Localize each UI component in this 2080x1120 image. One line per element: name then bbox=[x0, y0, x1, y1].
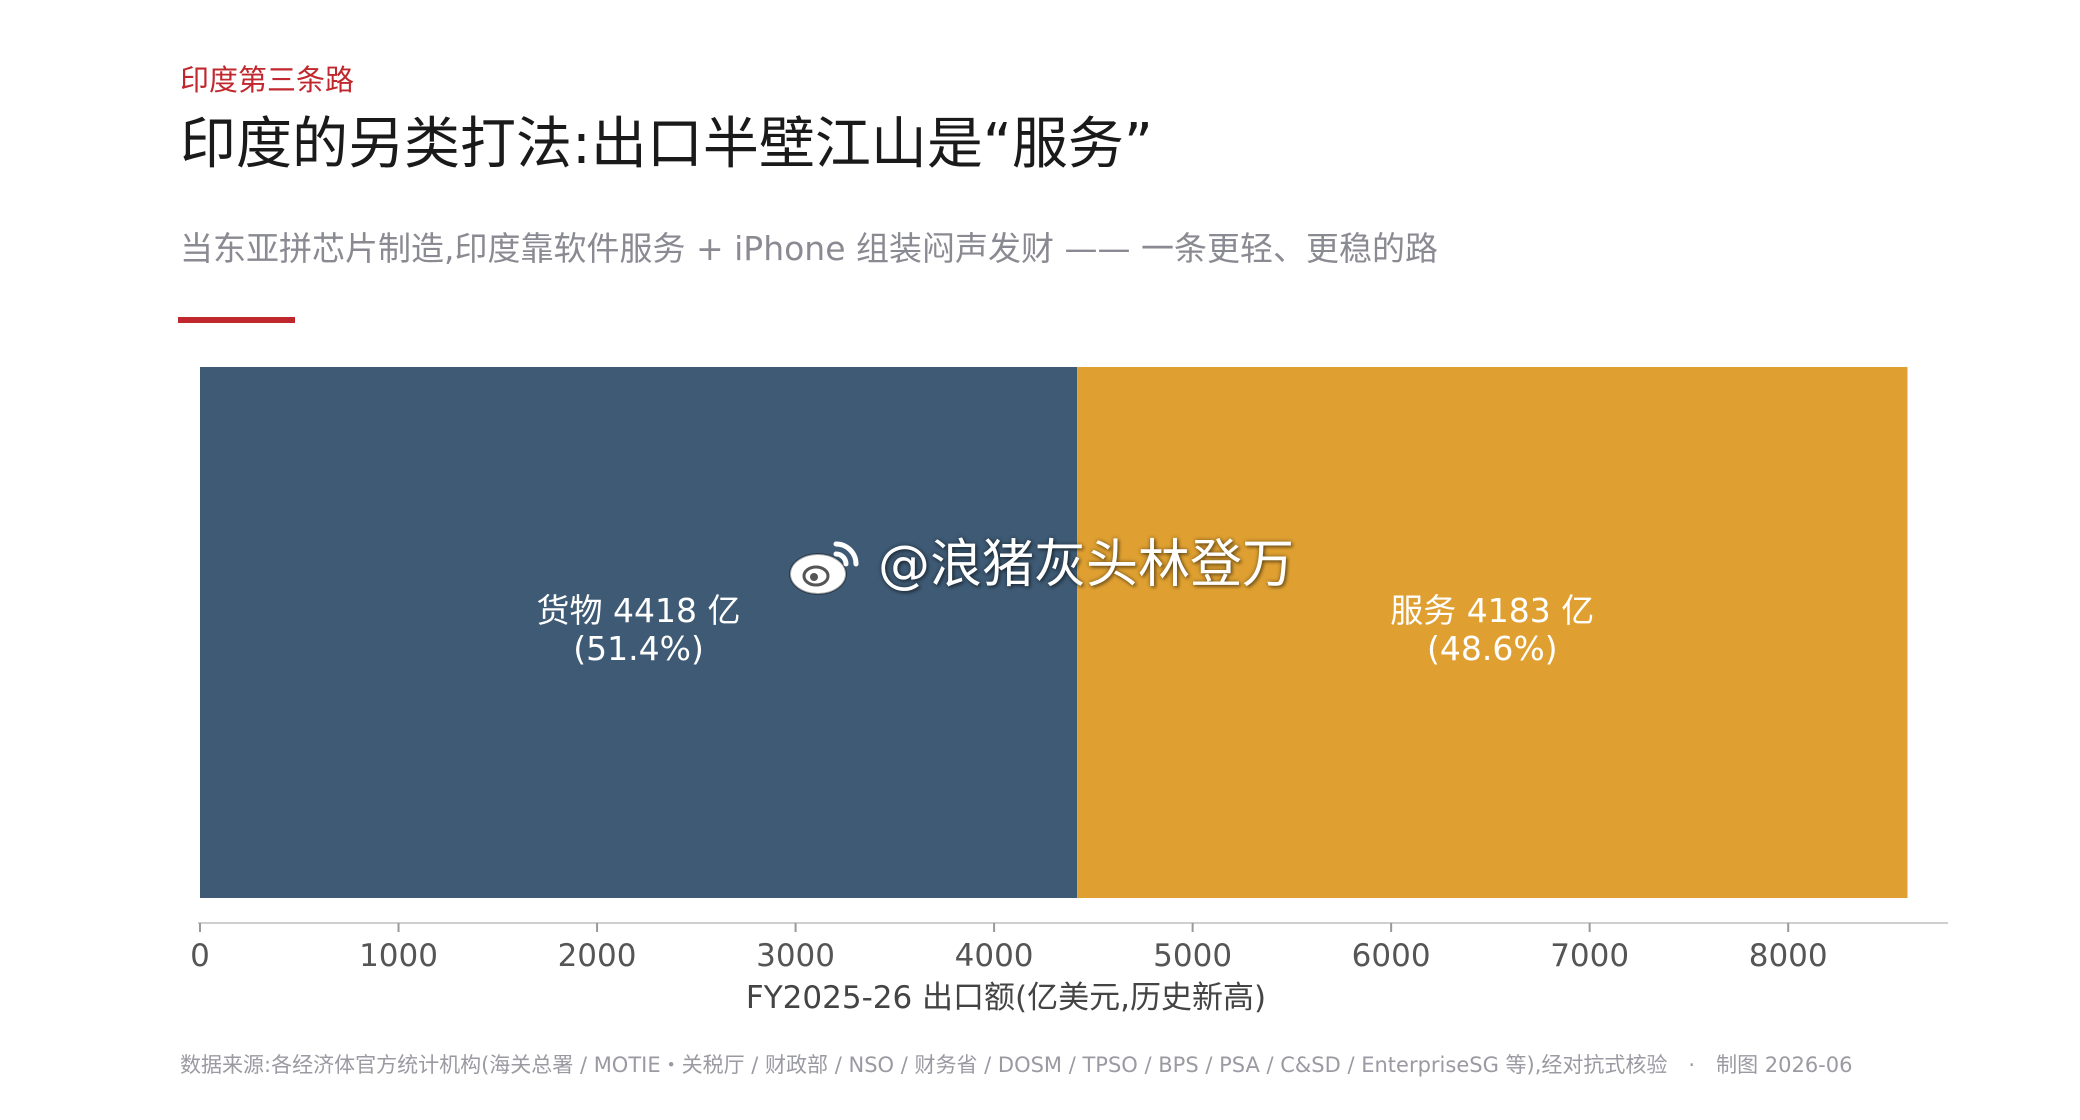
stacked-bar-chart: 货物 4418 亿(51.4%) 服务 4183 亿(48.6%) 0 1000 200… bbox=[190, 367, 1948, 1016]
x-tick-label: 3000 bbox=[756, 938, 835, 974]
x-tick-label: 7000 bbox=[1550, 938, 1629, 974]
bar-label-goods: 货物 4418 亿 bbox=[537, 591, 741, 630]
bar-label-services: 服务 4183 亿 bbox=[1390, 591, 1594, 630]
x-axis-title: FY2025-26 出口额(亿美元,历史新高) bbox=[746, 980, 1266, 1016]
bar-segment-goods bbox=[200, 367, 1078, 898]
x-tick-label: 8000 bbox=[1749, 938, 1828, 974]
kicker: 印度第三条路 bbox=[180, 63, 355, 97]
accent-rule bbox=[178, 317, 295, 323]
x-tick-label: 5000 bbox=[1153, 938, 1232, 974]
page-subtitle: 当东亚拼芯片制造,印度靠软件服务 + iPhone 组装闷声发财 —— 一条更轻… bbox=[180, 229, 1438, 268]
source-footnote: 数据来源:各经济体官方统计机构(海关总署 / MOTIE・关税厅 / 财政部 /… bbox=[180, 1053, 1853, 1077]
x-tick-label: 0 bbox=[190, 938, 210, 974]
bar-share-label-services: (48.6%) bbox=[1427, 629, 1558, 668]
x-tick-label: 4000 bbox=[955, 938, 1034, 974]
bar-segment-services bbox=[1077, 367, 1908, 898]
x-tick-label: 6000 bbox=[1352, 938, 1431, 974]
bar-share-label-goods: (51.4%) bbox=[573, 629, 704, 668]
x-tick-label: 1000 bbox=[359, 938, 438, 974]
page-title: 印度的另类打法:出口半壁江山是“服务” bbox=[180, 112, 1153, 177]
x-tick-label: 2000 bbox=[558, 938, 637, 974]
